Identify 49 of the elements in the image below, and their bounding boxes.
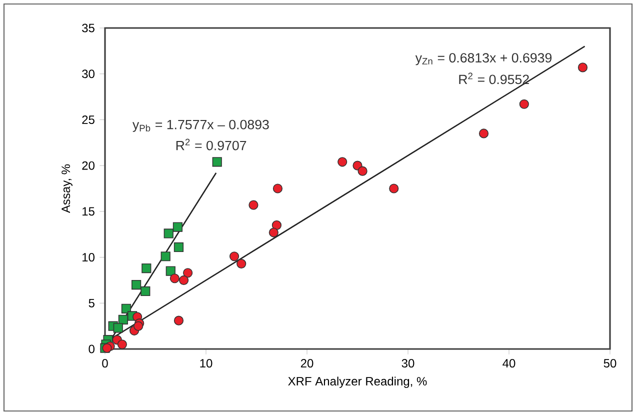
x-tick-label: 10 <box>200 359 212 368</box>
point <box>142 263 152 274</box>
annotation: R$^{2}$ = 0.9552 <box>459 72 529 84</box>
point <box>132 280 142 290</box>
y-tick-label: 30 <box>82 70 94 78</box>
y-tick-label: 25 <box>82 115 94 124</box>
point <box>272 184 283 194</box>
point <box>140 286 150 296</box>
y-tick-label: 15 <box>82 207 94 216</box>
point <box>174 242 184 252</box>
point <box>164 228 174 238</box>
point <box>170 274 180 284</box>
point <box>172 222 183 232</box>
y-tick-label: 35 <box>82 24 94 32</box>
annotation: R$^{2}$ = 0.9707 <box>176 138 246 150</box>
y-tick-label: 20 <box>82 161 94 170</box>
point <box>229 252 240 262</box>
x-tick-label: 50 <box>604 359 616 368</box>
point <box>118 314 128 324</box>
y-tick-label: 5 <box>88 298 94 308</box>
point <box>212 157 222 167</box>
point <box>178 275 189 286</box>
point <box>358 166 368 176</box>
point <box>117 340 127 350</box>
point <box>478 128 489 138</box>
point <box>519 99 529 109</box>
x-tick-label: 0 <box>102 359 108 368</box>
point <box>113 323 123 333</box>
x-tick-label: 30 <box>402 359 414 368</box>
point <box>248 200 258 210</box>
point <box>236 258 246 269</box>
point <box>174 316 184 326</box>
point <box>578 62 588 72</box>
annotation: y$_{Pb}$ = 1.7577x – 0.0893 <box>132 120 269 132</box>
annotation: y$_{Zn}$ = 0.6813x + 0.6939 <box>415 53 552 66</box>
point <box>166 266 176 276</box>
point <box>338 157 348 167</box>
y-axis-title: Assay, % <box>62 164 72 214</box>
x-tick-label: 20 <box>300 359 314 368</box>
point <box>160 252 170 262</box>
point <box>268 228 278 238</box>
point <box>134 321 144 331</box>
y-tick-label: 10 <box>82 253 94 262</box>
point <box>389 184 399 194</box>
point <box>272 220 282 230</box>
y-tick-label: 0 <box>88 344 94 354</box>
x-axis-title: XRF Analyzer Reading, % <box>288 376 427 388</box>
point <box>183 268 193 278</box>
x-tick-label: 40 <box>502 359 516 368</box>
